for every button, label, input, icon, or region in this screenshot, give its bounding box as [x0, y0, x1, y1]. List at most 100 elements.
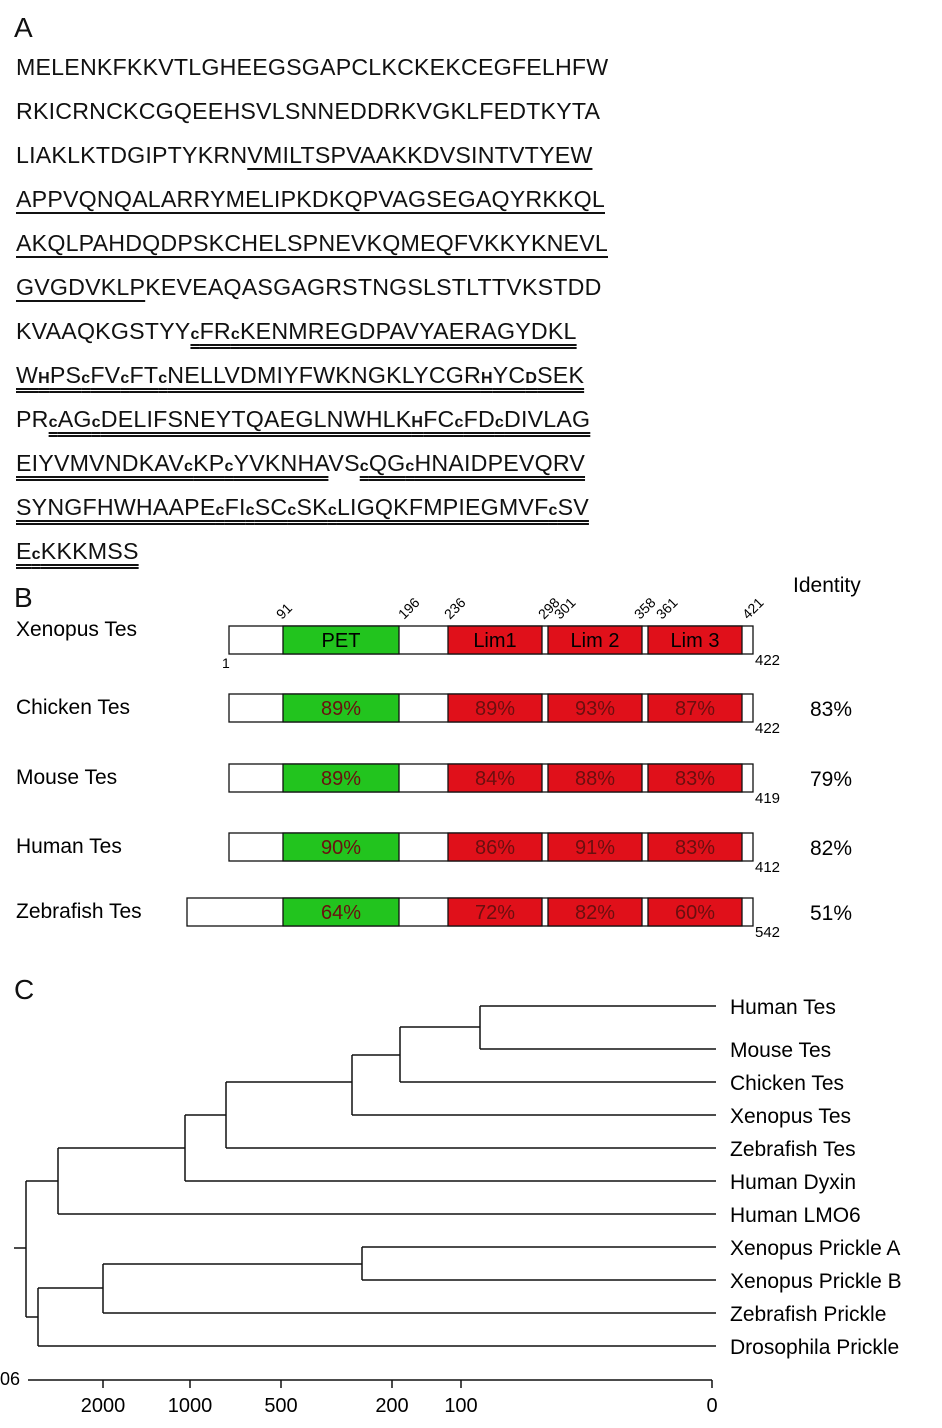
tree-leaf-label: Zebrafish Prickle: [730, 1303, 886, 1326]
species-label: Xenopus Tes: [16, 618, 137, 641]
tree-leaf-label: Chicken Tes: [730, 1072, 844, 1095]
domain-lim3: [647, 832, 743, 862]
domain-label: 60%: [675, 902, 715, 924]
domain-lim2: [547, 897, 643, 927]
sequence-line: GVGDVKLPKEVEAQASGAGRSTNGSLSTLTTVKSTDD: [16, 272, 602, 302]
domain-label: 87%: [675, 698, 715, 720]
sequence-segment: c: [230, 326, 240, 343]
domain-pet: [282, 763, 400, 793]
sequence-segment: c: [31, 546, 41, 563]
sequence-segment: FI: [224, 494, 246, 520]
domain-pet: [282, 693, 400, 723]
domain-label: 89%: [321, 768, 361, 790]
tree-leaf-label: Xenopus Prickle A: [730, 1237, 900, 1260]
domain-lim3: [647, 625, 743, 655]
sequence-segment: MELENKFKKVTLGHEEGSGAPCLKCKEKCEGFELHFW: [16, 54, 609, 80]
sequence-segment: c: [48, 414, 58, 431]
sequence-segment: SEK: [537, 362, 585, 388]
sequence-segment: KKKMSS: [40, 538, 139, 564]
sequence-line: RKICRNCKCGQEEHSVLSNNEDDRKVGKLFEDTKYTA: [16, 96, 600, 126]
sequence-segment: FR: [199, 318, 231, 344]
sequence-segment: PS: [49, 362, 82, 388]
sequence-segment: LIAKLKTDGIPTYKRN: [16, 142, 248, 168]
species-label: Human Tes: [16, 835, 122, 858]
sequence-segment: c: [120, 370, 130, 387]
sequence-segment: H: [411, 414, 424, 431]
sequence-segment: H: [38, 370, 50, 387]
domain-lim2: [547, 693, 643, 723]
sequence-segment: c: [287, 502, 297, 519]
domain-label: 83%: [675, 768, 715, 790]
sequence-segment: c: [359, 458, 369, 475]
domain-label: 86%: [475, 837, 515, 859]
domain-label: 88%: [575, 768, 615, 790]
domain-lim3: [647, 763, 743, 793]
tree-leaf-label: Drosophila Prickle: [730, 1336, 899, 1359]
sequence-segment: c: [548, 502, 558, 519]
domain-lim2: [547, 625, 643, 655]
sequence-segment: c: [91, 414, 101, 431]
sequence-segment: c: [245, 502, 255, 519]
identity-header: Identity: [793, 574, 861, 597]
panel-label-a: A: [14, 12, 33, 43]
tree-leaf-label: Zebrafish Tes: [730, 1138, 856, 1161]
domain-label: 93%: [575, 698, 615, 720]
sequence-line: KVAAQKGSTYYcFRcKENMREGDPAVYAERAGYDKL: [16, 316, 577, 350]
domain-lim3: [647, 897, 743, 927]
sequence-segment: c: [190, 326, 200, 343]
position-label: 421: [739, 594, 767, 622]
panel-label-b: B: [14, 582, 33, 613]
domain-lim1: [447, 693, 543, 723]
start-label: 1: [222, 655, 230, 671]
sequence-line: AKQLPAHDQDPSKCHELSPNEVKQMEQFVKKYKNEVL: [16, 228, 608, 258]
sequence-line: LIAKLKTDGIPTYKRNVMILTSPVAAKKDVSINTVTYEW: [16, 140, 592, 170]
sequence-segment: SK: [296, 494, 328, 520]
tree-leaf-label: Xenopus Tes: [730, 1105, 851, 1128]
sequence-segment: HNAIDPEVQRV: [414, 450, 586, 476]
position-label: 196: [395, 594, 423, 622]
phylogenetic-tree: Human Tes Mouse Tes Chicken Tes Xenopus Tes…: [0, 996, 902, 1417]
sequence-segment: DELIFSNEYTQAEGLNWHLK: [100, 406, 412, 432]
sequence-segment: c: [405, 458, 415, 475]
length-label: 419: [755, 790, 780, 807]
domain-pet: [282, 897, 400, 927]
domain-label: Lim1: [473, 630, 516, 652]
identity-value: 51%: [810, 902, 852, 925]
identity-value: 82%: [810, 837, 852, 860]
tree-leaf-label: Human LMO6: [730, 1204, 861, 1227]
axis-tick-label: 1000: [168, 1395, 213, 1417]
identity-value: 79%: [810, 768, 852, 791]
domain-pet: [282, 625, 400, 655]
sequence-segment: c: [184, 458, 194, 475]
domain-label: 84%: [475, 768, 515, 790]
length-label: 422: [755, 720, 780, 737]
domain-lim1: [447, 625, 543, 655]
length-label: 542: [755, 924, 780, 941]
sequence-segment: W: [16, 362, 39, 388]
domain-lim3: [647, 693, 743, 723]
sequence-segment: VS: [328, 450, 360, 476]
sequence-segment: APPVQNQALARRYMELIPKDKQPVAGSEGAQYRKKQL: [16, 186, 605, 212]
sequence-segment: FT: [129, 362, 159, 388]
sequence-segment: YVKNHA: [233, 450, 329, 476]
position-label: 91: [273, 600, 295, 622]
sequence-segment: YC: [492, 362, 526, 388]
domain-label: 89%: [321, 698, 361, 720]
sequence-segment: LIGQKFMPIEGMVF: [336, 494, 549, 520]
domain-label: 91%: [575, 837, 615, 859]
sequence-line: EcKKKMSS: [16, 536, 139, 570]
domain-lim1: [447, 763, 543, 793]
domain-lim1: [447, 897, 543, 927]
domain-label: Lim 3: [671, 630, 720, 652]
axis-tick-label: 200: [375, 1395, 408, 1417]
sequence-segment: VMILTSPVAAKKDVSINTVTYEW: [247, 142, 593, 168]
sequence-line: SYNGFHWHAAPEcFIcSCcSKcLIGQKFMPIEGMVFcSV: [16, 492, 589, 526]
sequence-segment: KENMREGDPAVYAERAGYDKL: [239, 318, 577, 344]
domain-label: 90%: [321, 837, 361, 859]
domain-label: 89%: [475, 698, 515, 720]
sequence-segment: GVGDVKLP: [16, 274, 146, 300]
sequence-segment: FC: [423, 406, 455, 432]
sequence-segment: D: [525, 370, 538, 387]
tree-leaf-label: Human Tes: [730, 996, 836, 1019]
